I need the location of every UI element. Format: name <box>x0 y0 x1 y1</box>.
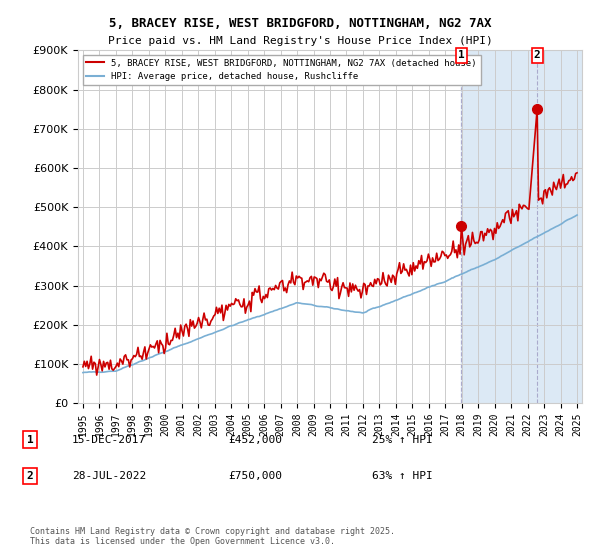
Text: £452,000: £452,000 <box>228 435 282 445</box>
Text: 5, BRACEY RISE, WEST BRIDGFORD, NOTTINGHAM, NG2 7AX: 5, BRACEY RISE, WEST BRIDGFORD, NOTTINGH… <box>109 17 491 30</box>
Text: 28-JUL-2022: 28-JUL-2022 <box>72 471 146 481</box>
Text: 2: 2 <box>534 50 541 60</box>
Text: Contains HM Land Registry data © Crown copyright and database right 2025.
This d: Contains HM Land Registry data © Crown c… <box>30 526 395 546</box>
Text: 2: 2 <box>26 471 34 481</box>
Text: 63% ↑ HPI: 63% ↑ HPI <box>372 471 433 481</box>
Text: 15-DEC-2017: 15-DEC-2017 <box>72 435 146 445</box>
Text: £750,000: £750,000 <box>228 471 282 481</box>
Text: 1: 1 <box>458 50 464 60</box>
Legend: 5, BRACEY RISE, WEST BRIDGFORD, NOTTINGHAM, NG2 7AX (detached house), HPI: Avera: 5, BRACEY RISE, WEST BRIDGFORD, NOTTINGH… <box>83 55 481 85</box>
Text: 1: 1 <box>26 435 34 445</box>
Text: 25% ↑ HPI: 25% ↑ HPI <box>372 435 433 445</box>
Bar <box>461 50 585 403</box>
Text: Price paid vs. HM Land Registry's House Price Index (HPI): Price paid vs. HM Land Registry's House … <box>107 36 493 46</box>
